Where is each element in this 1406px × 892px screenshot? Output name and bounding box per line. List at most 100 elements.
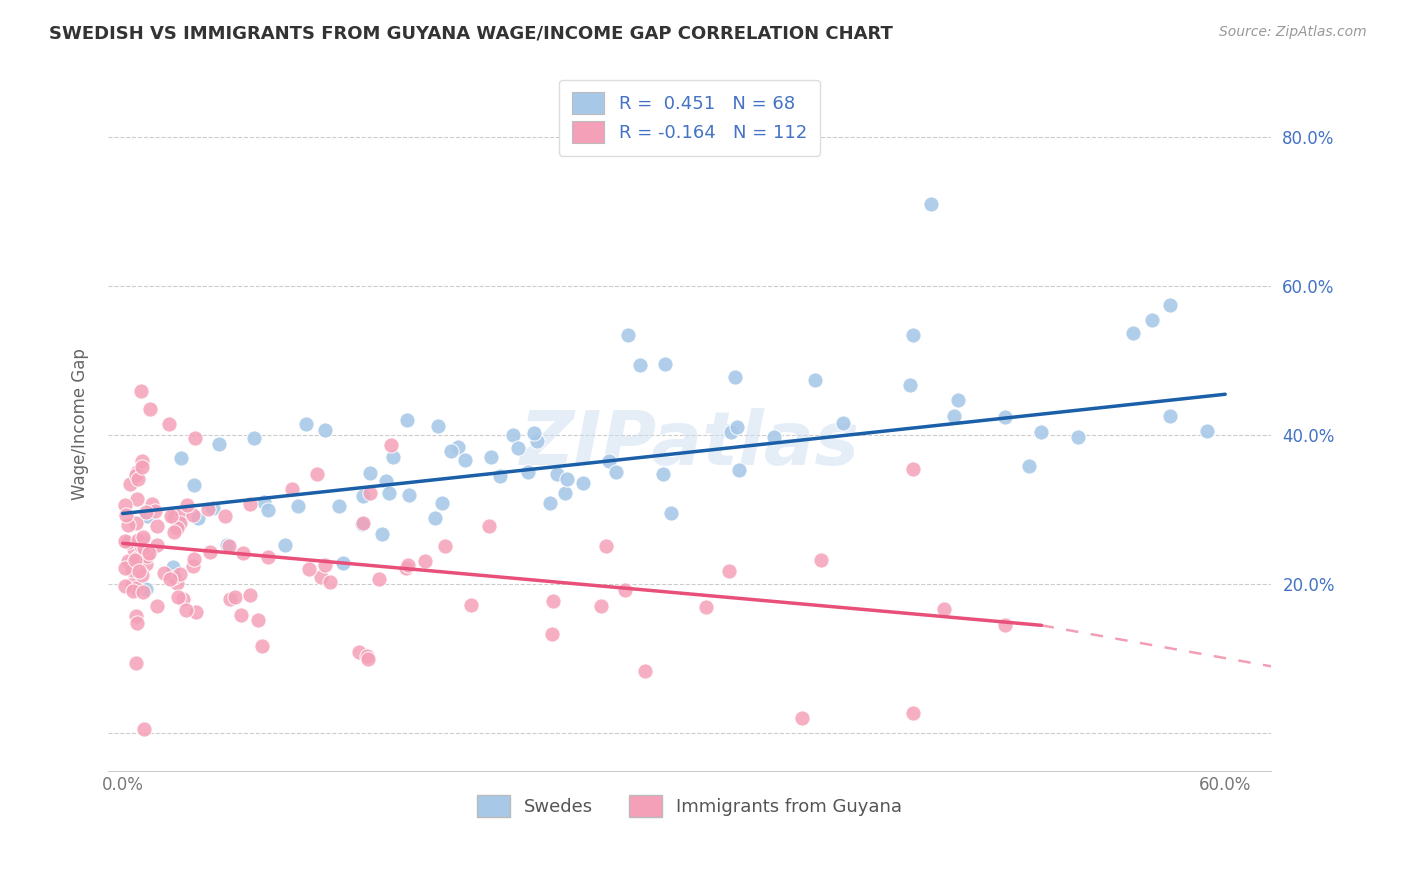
- Point: [319, 574, 342, 589]
- Point: [654, 358, 676, 372]
- Point: [146, 538, 169, 552]
- Point: [314, 558, 336, 572]
- Point: [898, 378, 921, 392]
- Point: [720, 425, 742, 440]
- Point: [131, 537, 153, 551]
- Point: [124, 516, 146, 530]
- Y-axis label: Wage/Income Gap: Wage/Income Gap: [72, 348, 89, 500]
- Point: [659, 507, 682, 521]
- Point: [502, 427, 524, 442]
- Point: [135, 509, 157, 524]
- Point: [359, 466, 381, 480]
- Point: [134, 541, 156, 556]
- Point: [723, 370, 745, 384]
- Point: [353, 516, 375, 531]
- Point: [508, 441, 530, 455]
- Point: [695, 600, 717, 615]
- Point: [157, 417, 180, 431]
- Point: [131, 533, 153, 548]
- Point: [460, 599, 482, 613]
- Point: [224, 591, 246, 605]
- Point: [174, 603, 197, 617]
- Point: [131, 454, 153, 468]
- Point: [413, 554, 436, 568]
- Point: [162, 560, 184, 574]
- Point: [117, 535, 139, 549]
- Text: ZIPatlas: ZIPatlas: [520, 409, 859, 482]
- Point: [114, 498, 136, 512]
- Point: [183, 552, 205, 566]
- Point: [479, 450, 502, 464]
- Point: [1067, 430, 1090, 444]
- Point: [197, 502, 219, 516]
- Point: [1031, 425, 1053, 439]
- Point: [591, 599, 613, 614]
- Point: [163, 570, 186, 584]
- Point: [132, 585, 155, 599]
- Point: [172, 591, 194, 606]
- Point: [831, 417, 853, 431]
- Point: [281, 483, 304, 497]
- Point: [347, 645, 370, 659]
- Point: [446, 440, 468, 454]
- Point: [396, 413, 419, 427]
- Point: [488, 468, 510, 483]
- Point: [1122, 326, 1144, 340]
- Text: SWEDISH VS IMMIGRANTS FROM GUYANA WAGE/INCOME GAP CORRELATION CHART: SWEDISH VS IMMIGRANTS FROM GUYANA WAGE/I…: [49, 25, 893, 43]
- Point: [114, 533, 136, 548]
- Point: [169, 451, 191, 466]
- Point: [395, 560, 418, 574]
- Point: [478, 519, 501, 533]
- Point: [425, 510, 447, 524]
- Point: [628, 358, 651, 372]
- Point: [718, 564, 741, 578]
- Point: [634, 664, 657, 678]
- Point: [169, 516, 191, 530]
- Point: [163, 524, 186, 539]
- Point: [382, 450, 405, 464]
- Point: [790, 711, 813, 725]
- Point: [163, 509, 186, 524]
- Point: [153, 566, 176, 581]
- Point: [129, 384, 152, 398]
- Point: [117, 518, 139, 533]
- Point: [134, 723, 156, 737]
- Point: [541, 627, 564, 641]
- Point: [181, 559, 204, 574]
- Point: [167, 516, 190, 530]
- Point: [378, 486, 401, 500]
- Point: [571, 475, 593, 490]
- Point: [187, 511, 209, 525]
- Point: [727, 463, 749, 477]
- Point: [370, 527, 392, 541]
- Point: [115, 508, 138, 522]
- Point: [124, 554, 146, 568]
- Point: [651, 467, 673, 482]
- Point: [172, 506, 194, 520]
- Point: [517, 465, 540, 479]
- Point: [122, 584, 145, 599]
- Point: [253, 495, 276, 509]
- Text: Source: ZipAtlas.com: Source: ZipAtlas.com: [1219, 25, 1367, 39]
- Point: [546, 467, 568, 482]
- Point: [901, 462, 924, 476]
- Point: [554, 486, 576, 500]
- Point: [114, 561, 136, 575]
- Point: [367, 572, 389, 586]
- Point: [946, 392, 969, 407]
- Point: [176, 499, 198, 513]
- Point: [352, 517, 374, 532]
- Point: [256, 549, 278, 564]
- Point: [440, 444, 463, 458]
- Point: [146, 519, 169, 533]
- Point: [314, 423, 336, 437]
- Point: [201, 500, 224, 515]
- Point: [208, 437, 231, 451]
- Point: [200, 545, 222, 559]
- Point: [138, 546, 160, 560]
- Point: [1195, 424, 1218, 438]
- Point: [247, 614, 270, 628]
- Point: [453, 453, 475, 467]
- Point: [218, 539, 240, 553]
- Point: [380, 438, 402, 452]
